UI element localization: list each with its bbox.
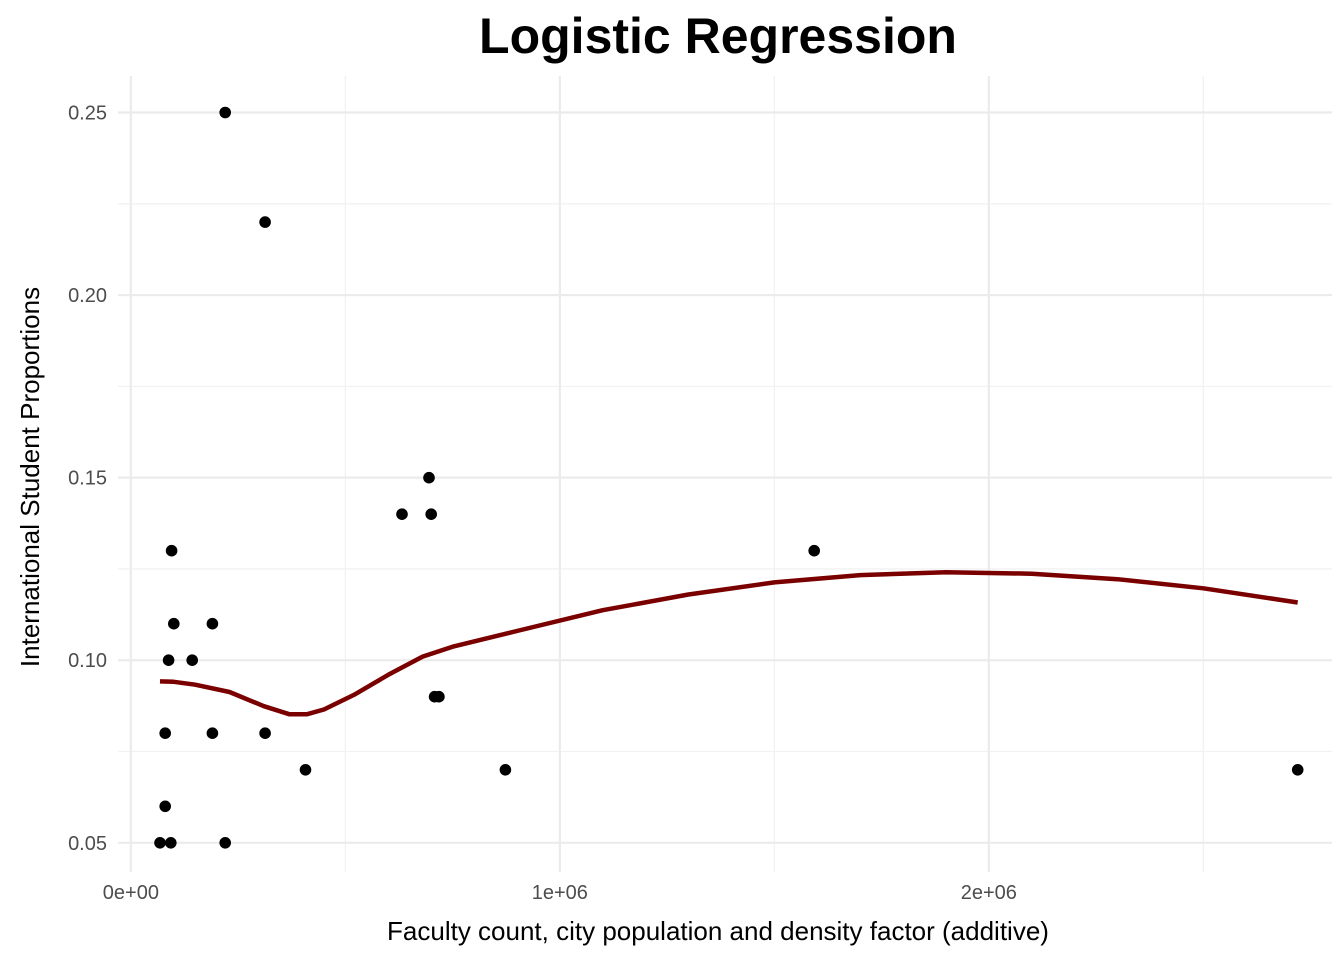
x-tick-label: 1e+06 bbox=[532, 882, 588, 904]
data-point bbox=[219, 106, 231, 119]
data-point bbox=[259, 216, 271, 228]
data-point bbox=[159, 800, 171, 813]
y-tick-label: 0.25 bbox=[68, 103, 107, 125]
points-layer bbox=[154, 106, 1304, 849]
data-point bbox=[219, 837, 231, 849]
data-point bbox=[165, 544, 178, 557]
data-point bbox=[423, 471, 435, 484]
y-tick-labels: 0.05 0.10 0.15 0.20 0.25 bbox=[68, 103, 107, 855]
y-tick-label: 0.10 bbox=[68, 650, 107, 672]
data-point bbox=[154, 837, 166, 849]
x-tick-label: 0e+00 bbox=[103, 882, 159, 904]
major-gridlines bbox=[118, 76, 1332, 872]
y-tick-label: 0.20 bbox=[68, 285, 107, 307]
data-point bbox=[499, 764, 512, 776]
data-point bbox=[168, 617, 180, 630]
x-axis-label: Faculty count, city population and densi… bbox=[387, 916, 1049, 946]
data-point bbox=[433, 690, 445, 703]
fit-line bbox=[159, 569, 1299, 717]
data-point bbox=[396, 508, 408, 520]
fit-line-layer bbox=[159, 569, 1299, 717]
chart-title: Logistic Regression bbox=[479, 8, 957, 64]
y-tick-label: 0.05 bbox=[68, 833, 107, 855]
data-point bbox=[186, 654, 198, 666]
data-point bbox=[162, 654, 175, 666]
data-point bbox=[808, 544, 820, 557]
data-point bbox=[259, 727, 271, 739]
data-point bbox=[206, 617, 219, 630]
data-point bbox=[165, 837, 177, 849]
y-tick-label: 0.15 bbox=[68, 468, 107, 490]
data-point bbox=[425, 508, 438, 520]
y-axis-label: International Student Proportions bbox=[15, 287, 45, 667]
data-point bbox=[299, 764, 312, 776]
data-point bbox=[1291, 764, 1304, 776]
x-tick-labels: 0e+00 1e+06 2e+06 bbox=[103, 882, 1017, 904]
data-point bbox=[206, 727, 219, 739]
data-point bbox=[159, 727, 171, 739]
x-tick-label: 2e+06 bbox=[961, 882, 1017, 904]
minor-gridlines bbox=[118, 76, 1332, 872]
